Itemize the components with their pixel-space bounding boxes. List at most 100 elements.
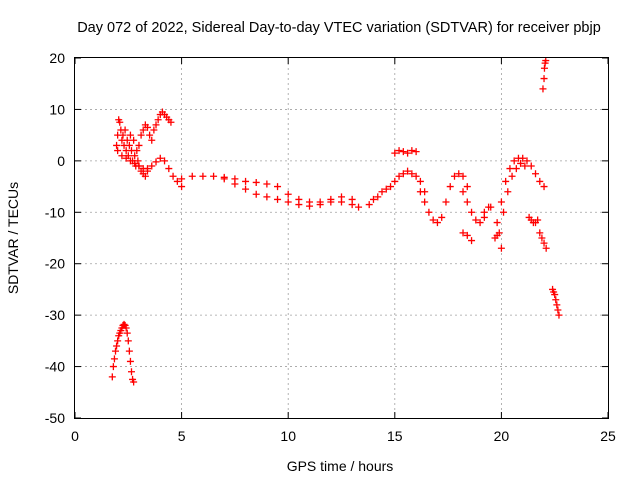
data-point: [327, 198, 335, 206]
data-point: [274, 195, 282, 203]
data-point: [122, 324, 130, 332]
chart-title: Day 072 of 2022, Sidereal Day-to-day VTE…: [77, 20, 601, 36]
data-point: [519, 154, 527, 162]
data-point: [399, 148, 407, 156]
series-dip-early: [108, 320, 138, 386]
series-afternoon-dip: [416, 170, 471, 227]
data-point: [459, 229, 467, 237]
data-point: [178, 183, 186, 191]
data-point: [523, 157, 531, 165]
series-scattered-segments: [459, 203, 505, 252]
data-point: [210, 172, 218, 180]
x-axis-label: GPS time / hours: [287, 458, 394, 474]
x-tick-label: 0: [71, 428, 79, 444]
series-late-arc: [493, 154, 548, 227]
data-point: [120, 320, 128, 328]
data-point: [355, 203, 363, 211]
data-point: [534, 216, 542, 224]
data-point: [521, 162, 529, 170]
data-point: [487, 203, 495, 211]
series-main-band-lower: [220, 175, 363, 211]
data-point: [538, 234, 546, 242]
data-point: [173, 177, 181, 185]
data-point: [127, 368, 135, 376]
data-point: [463, 198, 471, 206]
data-point: [468, 208, 476, 216]
y-axis-label: SDTVAR / TECUs: [5, 182, 21, 294]
data-point: [493, 219, 501, 227]
data-point: [152, 121, 160, 129]
data-point: [480, 208, 488, 216]
data-point: [188, 172, 196, 180]
data-point: [408, 147, 416, 155]
x-tick-label: 25: [600, 428, 616, 444]
data-point: [536, 177, 544, 185]
y-tick-label: -30: [45, 307, 65, 323]
data-point: [517, 159, 525, 167]
data-point: [476, 219, 484, 227]
data-point: [500, 208, 508, 216]
data-point: [540, 183, 548, 191]
series-end-drop: [549, 285, 563, 319]
data-point: [150, 126, 158, 134]
data-point: [113, 141, 121, 149]
data-point: [148, 162, 156, 170]
data-point: [141, 172, 149, 180]
series-mid-upper: [391, 147, 420, 157]
data-point: [242, 177, 250, 185]
data-point: [404, 167, 412, 175]
data-point: [130, 136, 138, 144]
data-point: [472, 216, 480, 224]
data-point: [468, 237, 476, 245]
data-point: [161, 157, 169, 165]
data-point: [446, 183, 454, 191]
data-point: [139, 126, 147, 134]
data-point: [429, 216, 437, 224]
x-tick-label: 10: [280, 428, 296, 444]
data-point: [536, 229, 544, 237]
data-point: [510, 157, 518, 165]
data-point: [391, 177, 399, 185]
data-point: [126, 131, 134, 139]
data-point: [552, 296, 560, 304]
data-point: [495, 229, 503, 237]
data-point: [242, 185, 250, 193]
data-point: [542, 244, 550, 252]
x-tick-label: 20: [494, 428, 510, 444]
data-point: [512, 165, 520, 173]
x-tick-label: 15: [387, 428, 403, 444]
data-point: [119, 131, 127, 139]
plot-frame: [74, 57, 609, 419]
data-point: [178, 175, 186, 183]
data-point: [125, 141, 133, 149]
data-point: [110, 355, 118, 363]
data-point: [450, 172, 458, 180]
data-point: [442, 198, 450, 206]
x-tick-label: 5: [178, 428, 186, 444]
data-point: [156, 154, 164, 162]
data-point: [263, 193, 271, 201]
y-tick-label: 20: [49, 50, 65, 66]
data-point: [540, 239, 548, 247]
data-point: [542, 57, 550, 65]
data-point: [412, 148, 420, 156]
data-point: [502, 177, 510, 185]
data-point: [231, 180, 239, 188]
data-point: [135, 141, 143, 149]
data-point: [378, 188, 386, 196]
data-point: [137, 131, 145, 139]
data-point: [126, 157, 134, 165]
data-point: [125, 347, 133, 355]
data-point: [167, 118, 175, 126]
data-point: [365, 201, 373, 209]
data-point: [122, 154, 130, 162]
data-point: [508, 172, 516, 180]
data-point: [459, 172, 467, 180]
data-point: [391, 149, 399, 157]
data-point: [123, 329, 131, 337]
data-point: [143, 165, 151, 173]
data-point: [395, 147, 403, 155]
data-point: [252, 190, 260, 198]
data-point: [412, 172, 420, 180]
data-point: [506, 165, 514, 173]
